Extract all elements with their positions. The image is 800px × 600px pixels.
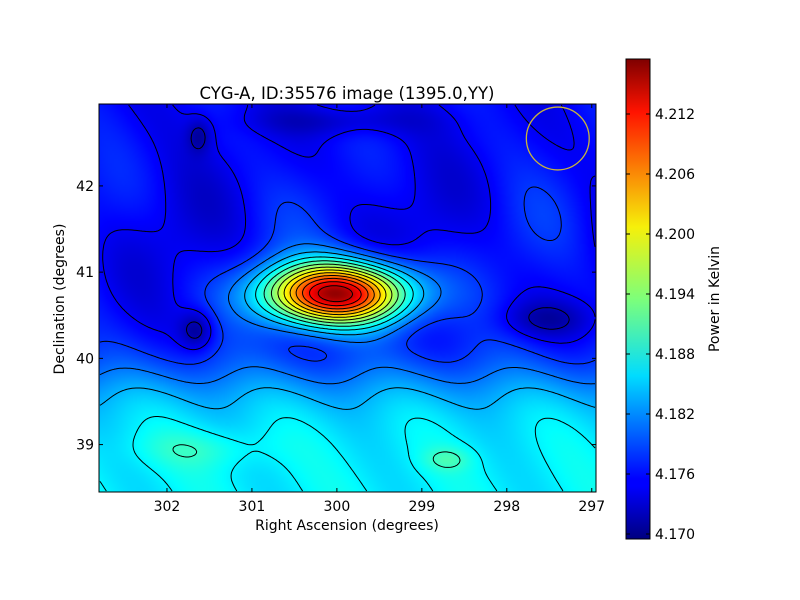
contour-line: [283, 269, 387, 318]
colorbar-tick-label: 4.212: [655, 107, 695, 123]
contour-line: [99, 256, 596, 492]
contour-line: [270, 263, 399, 324]
contour-lines: [99, 104, 596, 492]
colorbar-tick-label: 4.206: [655, 167, 695, 183]
colorbar-ticks: 4.170 4.176 4.182 4.188 4.194 4.200 4.206 4.212: [626, 107, 695, 543]
heatmap-image: [99, 104, 596, 492]
y-axis: 39 40 41 42: [76, 179, 596, 454]
colorbar-label: Power in Kelvin: [707, 246, 723, 352]
x-tick-label: 300: [324, 499, 351, 515]
contour-line: [302, 277, 369, 310]
x-tick-label: 297: [578, 499, 605, 515]
colorbar-tick-label: 4.176: [655, 467, 695, 483]
contour-line: [99, 243, 596, 385]
y-tick-label: 39: [76, 438, 94, 454]
y-tick-label: 42: [76, 179, 94, 195]
plot-frame: [98, 103, 597, 493]
contour-line: [309, 281, 362, 307]
beam-circle: [525, 106, 590, 171]
x-tick-label: 298: [493, 499, 520, 515]
contour-line: [317, 285, 353, 303]
contour-line: [99, 186, 596, 365]
contour-line: [172, 260, 461, 468]
contour-line: [289, 272, 381, 316]
x-axis-label: Right Ascension (degrees): [255, 518, 439, 534]
colorbar-tick-label: 4.182: [655, 407, 695, 423]
colorbar: 4.170 4.176 4.182 4.188 4.194 4.200 4.206 4.212…: [625, 58, 723, 543]
colorbar-tick-label: 4.170: [655, 527, 695, 543]
colorbar-tick-label: 4.188: [655, 347, 695, 363]
colorbar-tick-label: 4.194: [655, 287, 695, 303]
contour-line: [102, 104, 596, 351]
plot-area: [98, 103, 597, 493]
x-tick-label: 301: [239, 499, 266, 515]
x-tick-label: 302: [154, 499, 181, 515]
contour-line: [295, 275, 375, 313]
x-tick-label: 299: [408, 499, 435, 515]
contour-line: [99, 251, 596, 410]
y-tick-label: 40: [76, 351, 94, 367]
chart-title: CYG-A, ID:35576 image (1395.0,YY): [200, 84, 495, 103]
contour-line: [186, 127, 570, 339]
contour-line: [277, 266, 393, 321]
y-axis-label: Declination (degrees): [52, 224, 68, 375]
y-tick-label: 41: [76, 265, 94, 281]
colorbar-tick-label: 4.200: [655, 227, 695, 243]
colorbar-gradient: [625, 58, 651, 540]
x-axis: 302 301 300 299 298 297: [154, 104, 605, 515]
